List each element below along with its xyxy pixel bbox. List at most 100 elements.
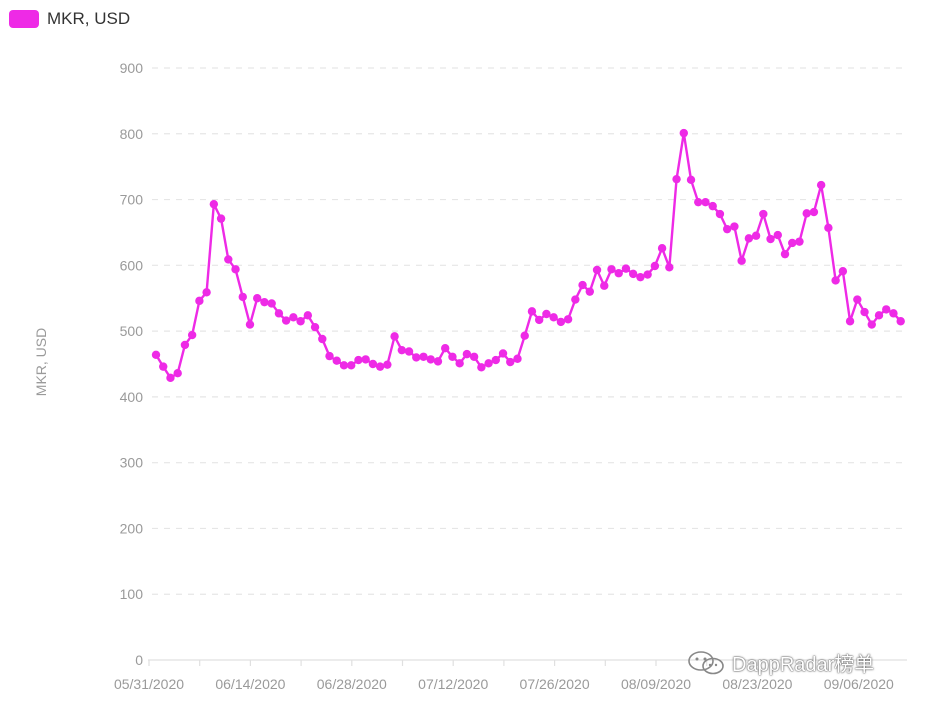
data-point[interactable] — [187, 330, 197, 340]
data-point[interactable] — [824, 223, 833, 233]
data-point[interactable] — [491, 355, 501, 365]
data-point[interactable] — [701, 197, 710, 207]
data-point[interactable] — [209, 199, 219, 209]
data-point[interactable] — [809, 207, 819, 217]
data-point[interactable] — [831, 276, 840, 285]
data-point[interactable] — [151, 350, 161, 359]
data-point[interactable] — [643, 270, 652, 279]
data-point[interactable] — [332, 356, 341, 365]
data-point[interactable] — [563, 315, 573, 324]
data-point[interactable] — [296, 317, 305, 326]
data-point[interactable] — [600, 281, 609, 290]
data-point[interactable] — [592, 265, 602, 275]
data-point[interactable] — [838, 267, 848, 276]
data-point[interactable] — [173, 369, 182, 378]
data-point[interactable] — [397, 345, 407, 355]
data-point[interactable] — [853, 295, 862, 304]
data-point[interactable] — [433, 357, 443, 366]
data-point[interactable] — [441, 344, 450, 353]
data-point[interactable] — [419, 352, 428, 361]
data-point[interactable] — [166, 373, 175, 383]
data-point[interactable] — [737, 256, 746, 265]
data-point[interactable] — [751, 231, 761, 240]
data-point[interactable] — [238, 292, 247, 302]
data-point[interactable] — [788, 238, 797, 248]
data-point[interactable] — [802, 209, 811, 218]
data-point[interactable] — [896, 317, 905, 326]
data-point[interactable] — [260, 297, 269, 307]
data-point[interactable] — [636, 272, 645, 282]
data-point[interactable] — [375, 362, 385, 371]
data-point[interactable] — [882, 305, 891, 314]
data-point[interactable] — [650, 261, 660, 271]
data-point[interactable] — [759, 209, 768, 219]
data-point[interactable] — [383, 360, 392, 369]
data-point[interactable] — [159, 362, 168, 371]
data-point[interactable] — [585, 287, 594, 296]
data-point[interactable] — [339, 361, 349, 370]
data-point[interactable] — [253, 294, 262, 303]
data-point[interactable] — [469, 352, 479, 361]
data-point[interactable] — [310, 322, 320, 332]
data-point[interactable] — [780, 249, 790, 259]
data-point[interactable] — [484, 359, 493, 368]
data-point[interactable] — [621, 264, 631, 273]
data-point[interactable] — [614, 269, 623, 278]
data-point[interactable] — [679, 128, 688, 138]
data-point[interactable] — [628, 269, 638, 279]
data-point[interactable] — [889, 309, 898, 318]
data-point[interactable] — [672, 174, 681, 184]
data-point[interactable] — [202, 288, 211, 297]
data-point[interactable] — [694, 197, 703, 207]
data-point[interactable] — [462, 349, 472, 359]
data-point[interactable] — [845, 317, 855, 326]
data-point[interactable] — [498, 349, 508, 358]
data-point[interactable] — [404, 347, 414, 356]
data-point[interactable] — [744, 234, 754, 243]
data-point[interactable] — [224, 255, 233, 264]
data-point[interactable] — [195, 296, 204, 306]
data-point[interactable] — [556, 317, 566, 327]
data-point[interactable] — [354, 355, 363, 365]
data-point[interactable] — [520, 331, 529, 340]
data-point[interactable] — [455, 359, 464, 368]
data-point[interactable] — [722, 224, 732, 234]
data-point[interactable] — [267, 299, 276, 308]
data-point[interactable] — [730, 222, 739, 231]
data-point[interactable] — [860, 307, 869, 317]
data-point[interactable] — [281, 316, 291, 325]
legend[interactable]: MKR, USD — [9, 9, 130, 29]
data-point[interactable] — [657, 244, 667, 253]
data-point[interactable] — [766, 234, 775, 244]
data-point[interactable] — [477, 363, 486, 372]
data-point[interactable] — [708, 201, 717, 211]
data-point[interactable] — [289, 313, 298, 322]
data-point[interactable] — [867, 320, 876, 329]
data-point[interactable] — [527, 307, 537, 316]
data-point[interactable] — [180, 340, 190, 350]
data-point[interactable] — [571, 295, 580, 304]
data-point[interactable] — [816, 180, 826, 190]
data-point[interactable] — [325, 351, 334, 361]
data-point[interactable] — [245, 320, 255, 329]
data-point[interactable] — [390, 332, 399, 341]
data-point[interactable] — [874, 311, 884, 320]
data-point[interactable] — [216, 214, 226, 223]
data-point[interactable] — [361, 355, 370, 364]
data-point[interactable] — [318, 334, 327, 344]
data-point[interactable] — [542, 309, 551, 319]
data-point[interactable] — [513, 354, 522, 363]
data-point[interactable] — [347, 361, 356, 370]
data-point[interactable] — [448, 352, 457, 361]
data-point[interactable] — [534, 315, 544, 325]
data-point[interactable] — [578, 280, 587, 290]
data-point[interactable] — [686, 175, 696, 185]
data-point[interactable] — [715, 209, 725, 219]
data-point[interactable] — [506, 357, 515, 367]
data-point[interactable] — [795, 237, 804, 246]
data-point[interactable] — [665, 263, 674, 272]
data-point[interactable] — [426, 355, 435, 364]
data-point[interactable] — [231, 265, 240, 274]
data-point[interactable] — [412, 353, 421, 362]
data-point[interactable] — [549, 313, 558, 322]
